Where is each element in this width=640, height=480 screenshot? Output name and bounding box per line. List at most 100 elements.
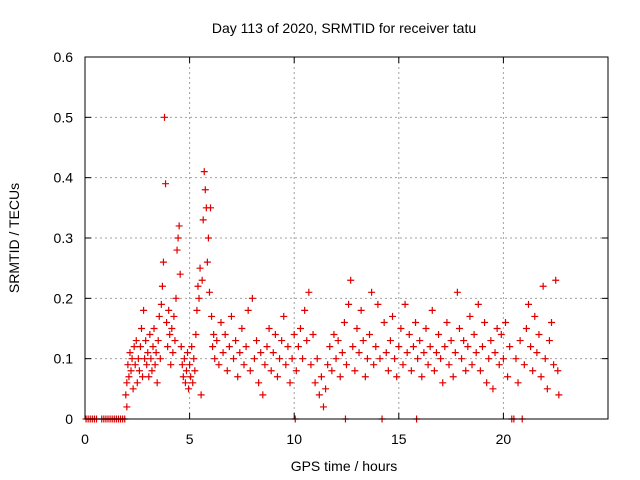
data-point — [205, 288, 213, 296]
data-point — [366, 331, 374, 339]
data-point — [445, 361, 453, 369]
data-point — [127, 367, 135, 375]
data-point — [372, 343, 380, 351]
data-point — [315, 391, 323, 399]
data-point — [125, 373, 133, 381]
data-point — [147, 355, 155, 363]
data-point — [478, 343, 486, 351]
data-point — [133, 379, 141, 387]
data-point — [332, 355, 340, 363]
data-point — [167, 361, 175, 369]
data-point — [359, 337, 367, 345]
data-point — [199, 216, 207, 224]
chart-title: Day 113 of 2020, SRMTID for receiver tat… — [212, 20, 476, 36]
data-point — [435, 331, 443, 339]
data-point — [554, 367, 562, 375]
data-point — [311, 379, 319, 387]
data-point — [230, 355, 238, 363]
data-point — [240, 361, 248, 369]
data-point — [472, 349, 480, 357]
data-point — [441, 343, 449, 351]
x-tick-label: 10 — [286, 431, 302, 447]
data-point — [529, 367, 537, 375]
data-point — [132, 337, 140, 345]
data-point — [292, 367, 300, 375]
data-point — [399, 361, 407, 369]
data-point — [158, 282, 166, 290]
data-point — [139, 373, 147, 381]
data-point — [424, 361, 432, 369]
data-point — [140, 306, 148, 314]
data-point — [476, 367, 484, 375]
data-point — [142, 337, 150, 345]
y-tick-label: 0.5 — [54, 109, 74, 125]
data-point — [207, 204, 215, 212]
data-point — [242, 343, 250, 351]
data-point — [192, 331, 200, 339]
data-point — [499, 355, 507, 363]
data-point — [129, 385, 137, 393]
data-point — [555, 391, 563, 399]
data-point — [420, 349, 428, 357]
data-point — [403, 349, 411, 357]
data-point — [130, 343, 138, 351]
data-point — [128, 355, 136, 363]
data-point — [165, 306, 173, 314]
data-point — [491, 349, 499, 357]
data-point — [144, 349, 152, 357]
data-point — [153, 379, 161, 387]
data-point — [137, 325, 145, 332]
data-point — [466, 312, 474, 320]
data-point — [227, 312, 235, 320]
data-point — [347, 276, 355, 284]
data-point — [328, 367, 336, 375]
data-point — [186, 361, 194, 369]
data-point — [447, 337, 455, 345]
data-point — [514, 379, 522, 387]
data-point — [123, 379, 131, 387]
data-point — [175, 222, 183, 230]
y-axis-label: SRMTID / TECUs — [6, 183, 22, 293]
data-point — [211, 355, 219, 363]
data-point — [215, 361, 223, 369]
data-point — [176, 270, 184, 278]
data-point — [395, 343, 403, 351]
data-point — [184, 349, 192, 357]
y-tick-label: 0.2 — [54, 290, 74, 306]
data-point — [336, 373, 344, 381]
data-point — [537, 373, 545, 381]
data-point — [401, 300, 409, 308]
data-point — [374, 300, 382, 308]
y-tick-label: 0 — [65, 411, 73, 427]
data-point — [481, 318, 489, 326]
data-point — [512, 355, 520, 363]
data-point — [501, 318, 509, 326]
data-point — [151, 361, 159, 369]
data-point — [159, 258, 167, 266]
data-point — [259, 391, 267, 399]
data-point — [525, 300, 533, 308]
data-point — [470, 331, 478, 339]
data-point — [178, 361, 186, 369]
data-point — [355, 349, 363, 357]
data-point — [195, 294, 203, 302]
data-point — [409, 343, 417, 351]
data-point — [389, 312, 397, 320]
data-point — [516, 337, 524, 345]
data-point — [550, 361, 558, 369]
data-point — [244, 306, 252, 314]
data-point — [253, 337, 261, 345]
data-point — [166, 331, 174, 339]
data-point — [286, 379, 294, 387]
data-point — [361, 373, 369, 381]
data-point — [384, 367, 392, 375]
data-point — [271, 331, 279, 339]
data-point — [386, 337, 394, 345]
data-point — [309, 331, 317, 339]
data-point — [193, 306, 201, 314]
data-point — [160, 113, 168, 121]
data-point — [451, 349, 459, 357]
data-point — [236, 349, 244, 357]
data-point — [545, 337, 553, 345]
data-point — [162, 180, 170, 188]
